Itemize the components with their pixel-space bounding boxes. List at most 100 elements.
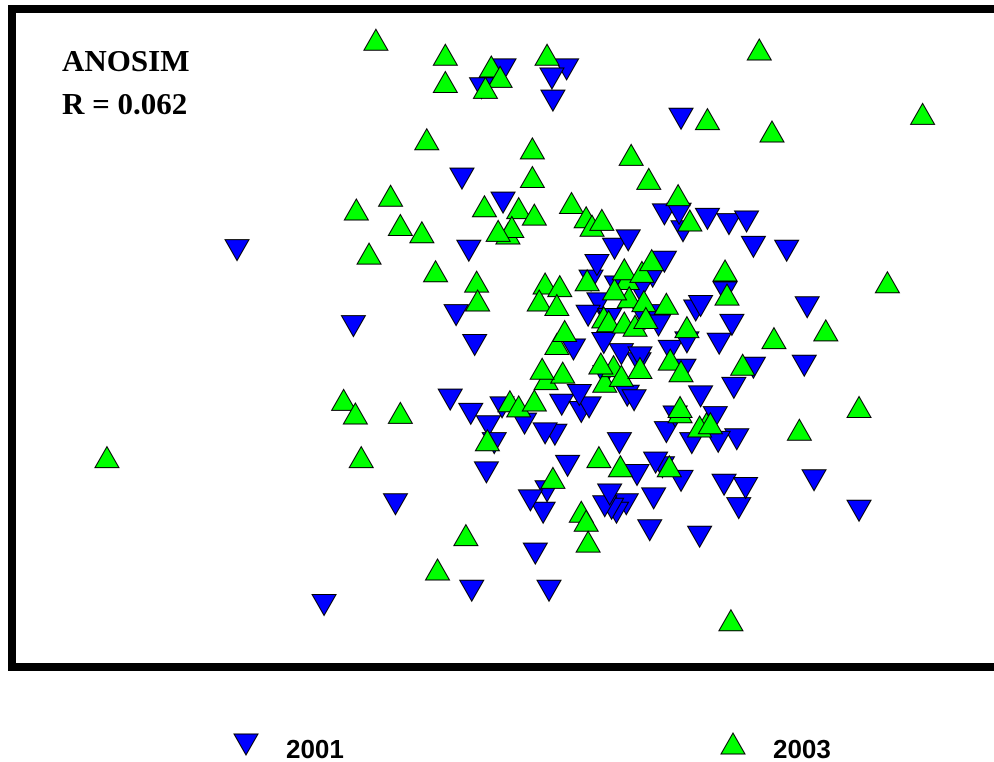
point-2003-4 bbox=[487, 65, 513, 88]
point-2001-64 bbox=[566, 384, 593, 407]
point-2003-34 bbox=[526, 288, 553, 312]
point-2003-11 bbox=[413, 127, 440, 151]
point-2001-17 bbox=[548, 393, 575, 417]
point-2001-84 bbox=[615, 229, 642, 252]
point-2003-89 bbox=[551, 319, 578, 342]
point-2001-62 bbox=[530, 501, 557, 525]
point-2001-45 bbox=[733, 210, 760, 234]
point-2003-42 bbox=[674, 315, 700, 339]
point-2003-54 bbox=[549, 361, 576, 384]
point-2003-79 bbox=[453, 523, 479, 547]
point-2003-5 bbox=[472, 76, 499, 99]
point-2003-86 bbox=[632, 306, 659, 329]
point-2001-46 bbox=[740, 235, 767, 259]
point-2003-83 bbox=[595, 309, 622, 333]
legend: 2001 2003 bbox=[233, 731, 831, 762]
legend-label-2001: 2001 bbox=[286, 734, 344, 762]
point-2001-47 bbox=[773, 239, 800, 263]
point-2003-2 bbox=[432, 70, 459, 94]
point-2003-74 bbox=[697, 411, 724, 435]
point-2001-34 bbox=[725, 497, 752, 520]
point-2001-10 bbox=[443, 304, 469, 327]
point-2003-18 bbox=[377, 184, 404, 207]
point-2001-97 bbox=[575, 304, 601, 328]
point-2001-101 bbox=[687, 295, 714, 318]
point-2001-87 bbox=[382, 493, 409, 516]
point-2001-21 bbox=[606, 432, 633, 455]
point-2001-92 bbox=[517, 489, 544, 512]
point-2003-26 bbox=[505, 196, 532, 220]
point-2001-49 bbox=[791, 354, 818, 378]
point-2003-13 bbox=[519, 165, 546, 188]
point-2003-15 bbox=[635, 167, 662, 190]
point-2003-91 bbox=[588, 208, 615, 231]
point-2003-82 bbox=[94, 445, 120, 469]
point-2003-94 bbox=[629, 260, 655, 283]
point-2003-23 bbox=[422, 259, 449, 283]
anosim-r-value: R = 0.062 bbox=[62, 86, 187, 121]
point-2003-1 bbox=[432, 43, 459, 66]
series-2003 bbox=[94, 28, 936, 632]
point-2003-71 bbox=[656, 454, 683, 478]
point-2001-59 bbox=[596, 483, 623, 507]
point-2001-67 bbox=[621, 389, 647, 412]
legend-marker-2001 bbox=[233, 733, 259, 757]
point-2003-65 bbox=[474, 428, 501, 452]
point-2003-33 bbox=[532, 272, 558, 295]
point-2001-4 bbox=[540, 89, 566, 113]
point-2001-9 bbox=[455, 239, 482, 263]
point-2003-58 bbox=[627, 356, 653, 380]
point-2003-14 bbox=[618, 143, 645, 166]
point-2003-0 bbox=[363, 28, 389, 51]
point-2003-47 bbox=[729, 353, 756, 376]
point-2003-6 bbox=[534, 43, 560, 66]
point-2003-9 bbox=[694, 107, 721, 131]
point-2003-44 bbox=[714, 283, 740, 306]
point-2003-8 bbox=[909, 102, 936, 125]
point-2003-61 bbox=[330, 388, 357, 411]
point-2001-91 bbox=[522, 542, 549, 566]
point-2003-96 bbox=[485, 219, 512, 242]
point-2001-37 bbox=[608, 343, 635, 366]
point-2003-63 bbox=[387, 401, 414, 424]
point-2001-83 bbox=[601, 237, 628, 261]
point-2003-57 bbox=[608, 364, 635, 387]
point-2001-3 bbox=[539, 67, 565, 91]
point-2003-20 bbox=[387, 213, 414, 237]
point-2003-46 bbox=[812, 318, 839, 342]
point-2001-44 bbox=[716, 213, 742, 236]
point-2001-35 bbox=[642, 451, 669, 475]
point-2001-11 bbox=[461, 334, 488, 357]
point-2001-33 bbox=[711, 473, 737, 497]
point-2001-52 bbox=[846, 499, 872, 523]
point-2001-88 bbox=[311, 594, 337, 617]
point-2001-48 bbox=[794, 296, 821, 319]
point-2003-7 bbox=[746, 38, 773, 61]
point-2001-90 bbox=[536, 579, 562, 603]
point-2003-87 bbox=[653, 292, 680, 315]
point-2001-76 bbox=[719, 313, 745, 337]
point-2001-16 bbox=[475, 415, 502, 438]
point-2003-27 bbox=[521, 203, 548, 226]
point-2003-77 bbox=[573, 509, 600, 532]
point-2003-55 bbox=[591, 370, 618, 393]
point-2003-59 bbox=[657, 348, 684, 371]
point-2003-93 bbox=[611, 257, 638, 281]
point-2001-55 bbox=[636, 519, 663, 542]
point-2001-63 bbox=[532, 422, 558, 445]
point-2001-60 bbox=[554, 454, 581, 478]
point-2003-78 bbox=[575, 530, 601, 553]
point-2001-73 bbox=[687, 385, 714, 408]
point-2003-45 bbox=[761, 326, 787, 350]
point-2001-79 bbox=[584, 254, 610, 277]
point-2003-62 bbox=[342, 402, 369, 425]
point-2003-68 bbox=[521, 389, 548, 412]
point-2003-31 bbox=[464, 288, 491, 312]
point-2003-19 bbox=[343, 197, 370, 221]
point-2003-12 bbox=[519, 136, 546, 160]
legend-item-2003: 2003 bbox=[720, 731, 831, 762]
legend-label-2003: 2003 bbox=[773, 734, 831, 762]
point-2001-14 bbox=[457, 402, 484, 426]
point-2001-51 bbox=[801, 469, 827, 492]
point-2003-10 bbox=[759, 119, 785, 143]
